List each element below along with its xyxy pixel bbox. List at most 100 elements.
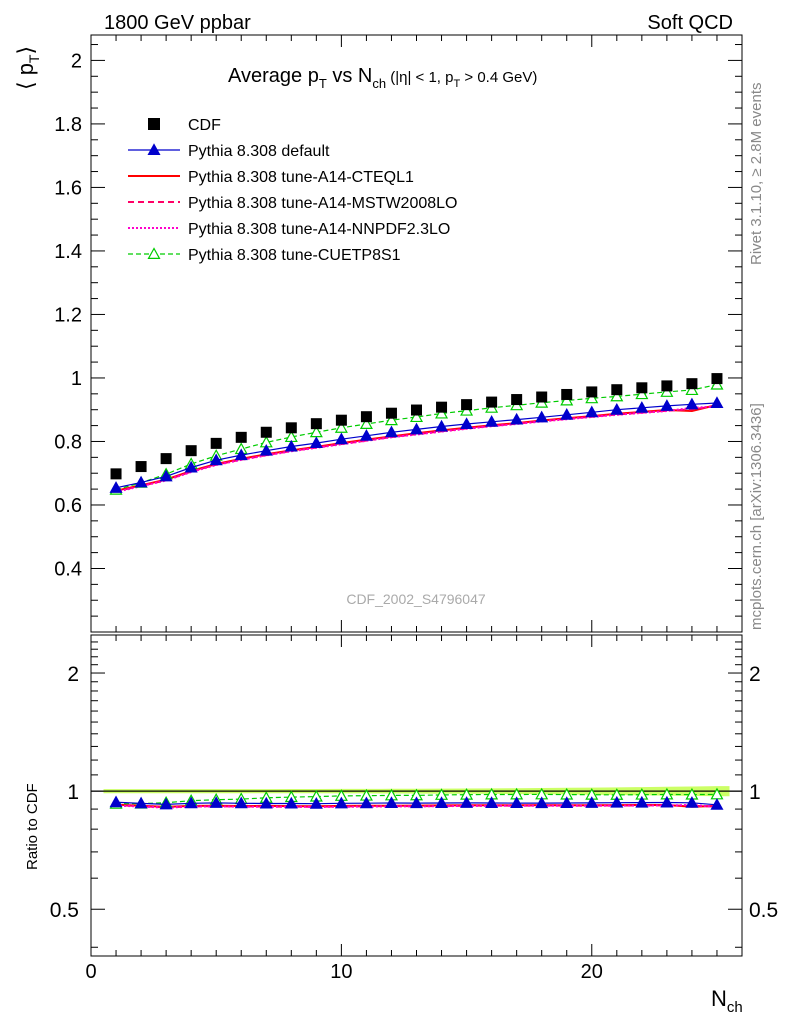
point-default bbox=[184, 460, 198, 473]
point-cdf bbox=[536, 391, 548, 403]
ratio-series bbox=[109, 787, 724, 810]
x-axis-label: Nch bbox=[711, 986, 743, 1016]
point-cdf bbox=[260, 426, 272, 438]
point-default bbox=[635, 401, 649, 413]
main-y-tick-label: 0.6 bbox=[54, 495, 82, 517]
ratio-point-default bbox=[460, 796, 474, 808]
ratio-point-default bbox=[660, 795, 674, 808]
point-default bbox=[109, 481, 123, 493]
point-default bbox=[510, 412, 524, 425]
header-left: 1800 GeV ppbar bbox=[104, 12, 251, 34]
point-cdf bbox=[335, 414, 347, 426]
series-line-cuetp8s1 bbox=[115, 384, 718, 491]
header-right: Soft QCD bbox=[647, 12, 733, 34]
ratio-y-tick-label-right: 0.5 bbox=[749, 899, 778, 922]
point-cdf bbox=[561, 388, 573, 400]
main-series bbox=[109, 373, 724, 495]
analysis-watermark: CDF_2002_S4796047 bbox=[346, 591, 486, 607]
point-default bbox=[585, 405, 599, 418]
point-cdf bbox=[310, 418, 322, 430]
point-cdf bbox=[511, 394, 523, 406]
point-default bbox=[710, 396, 724, 409]
point-default bbox=[460, 417, 474, 430]
legend-item: Pythia 8.308 tune-A14-CTEQL1 bbox=[128, 169, 414, 186]
point-cdf bbox=[411, 404, 422, 416]
ratio-point-default bbox=[710, 798, 724, 810]
point-cdf bbox=[110, 468, 122, 480]
point-default bbox=[134, 475, 148, 488]
main-y-tick-label: 1.4 bbox=[54, 241, 82, 263]
point-default bbox=[610, 402, 624, 415]
x-tick-label: 20 bbox=[581, 961, 603, 983]
ratio-y-tick-label-right: 1 bbox=[749, 781, 761, 804]
point-cdf bbox=[436, 401, 448, 413]
point-cdf bbox=[135, 461, 147, 473]
point-cdf bbox=[636, 382, 648, 394]
point-default bbox=[660, 399, 674, 411]
legend-item: CDF bbox=[148, 117, 221, 134]
legend-label: Pythia 8.308 tune-CUETP8S1 bbox=[188, 247, 401, 264]
x-tick-label: 0 bbox=[85, 961, 96, 983]
ratio-point-default bbox=[259, 796, 273, 809]
point-cuetp8s1 bbox=[585, 391, 599, 404]
point-cdf bbox=[661, 380, 673, 392]
point-cdf bbox=[285, 422, 297, 434]
point-cdf bbox=[360, 411, 372, 423]
y-axis-label-ratio: Ratio to CDF bbox=[24, 783, 41, 870]
ratio-point-default bbox=[134, 796, 148, 809]
point-default bbox=[485, 415, 499, 427]
point-default bbox=[685, 397, 699, 410]
legend-label: Pythia 8.308 tune-A14-NNPDF2.3LO bbox=[188, 221, 450, 238]
ratio-point-default bbox=[359, 796, 373, 809]
point-cuetp8s1 bbox=[610, 389, 624, 402]
ratio-point-default bbox=[485, 796, 499, 808]
point-cdf bbox=[586, 386, 598, 398]
point-cdf bbox=[711, 373, 723, 385]
ratio-point-default bbox=[610, 795, 624, 808]
ratio-point-default bbox=[435, 796, 449, 808]
point-default bbox=[209, 453, 223, 466]
legend-label: Pythia 8.308 tune-A14-CTEQL1 bbox=[188, 169, 414, 186]
ratio-y-tick-label: 1 bbox=[67, 781, 79, 804]
point-cdf bbox=[461, 399, 473, 411]
legend-item: Pythia 8.308 tune-CUETP8S1 bbox=[128, 247, 401, 264]
ratio-point-default bbox=[334, 796, 348, 809]
ratio-point-default bbox=[184, 796, 198, 809]
main-y-tick-label: 1 bbox=[71, 368, 82, 390]
ratio-point-default bbox=[384, 796, 398, 809]
legend-label: Pythia 8.308 tune-A14-MSTW2008LO bbox=[188, 195, 457, 212]
main-y-tick-label: 0.4 bbox=[54, 558, 82, 580]
point-default bbox=[234, 448, 248, 461]
main-y-tick-label: 2 bbox=[71, 50, 82, 72]
point-cuetp8s1 bbox=[359, 417, 373, 430]
point-cdf bbox=[686, 378, 698, 390]
legend-marker-cuetp8s1 bbox=[147, 247, 161, 259]
point-cdf bbox=[210, 437, 222, 449]
ratio-point-default bbox=[209, 796, 223, 808]
ratio-point-default bbox=[409, 796, 424, 809]
legend-item: Pythia 8.308 tune-A14-NNPDF2.3LO bbox=[128, 221, 450, 238]
main-y-tick-label: 1.8 bbox=[54, 114, 82, 136]
point-default bbox=[284, 439, 298, 452]
point-default bbox=[259, 443, 273, 456]
point-cuetp8s1 bbox=[435, 406, 449, 419]
ratio-point-default bbox=[234, 796, 248, 809]
ratio-point-default bbox=[685, 796, 699, 808]
legend-marker-cdf bbox=[148, 118, 160, 130]
ratio-y-tick-label-right: 2 bbox=[749, 663, 761, 686]
main-axis-ticks: 0 10 20 0.4 0.6 0.8 1 1.2 1.4 1.6 1.8 2 bbox=[54, 35, 743, 983]
side-label-rivet: Rivet 3.1.10, ≥ 2.8M events bbox=[748, 83, 765, 266]
point-default bbox=[384, 425, 398, 438]
y-axis-label-main: ⟨ pT⟩ bbox=[13, 46, 42, 90]
side-label-mcplots: mcplots.cern.ch [arXiv:1306.3436] bbox=[748, 403, 765, 630]
ratio-point-default bbox=[535, 796, 549, 809]
point-default bbox=[159, 469, 173, 482]
ratio-point-default bbox=[284, 796, 298, 809]
legend-marker-default bbox=[147, 143, 161, 155]
point-cdf bbox=[486, 396, 498, 408]
ratio-point-default bbox=[560, 796, 574, 809]
point-cuetp8s1 bbox=[409, 410, 424, 423]
point-cdf bbox=[385, 407, 397, 419]
